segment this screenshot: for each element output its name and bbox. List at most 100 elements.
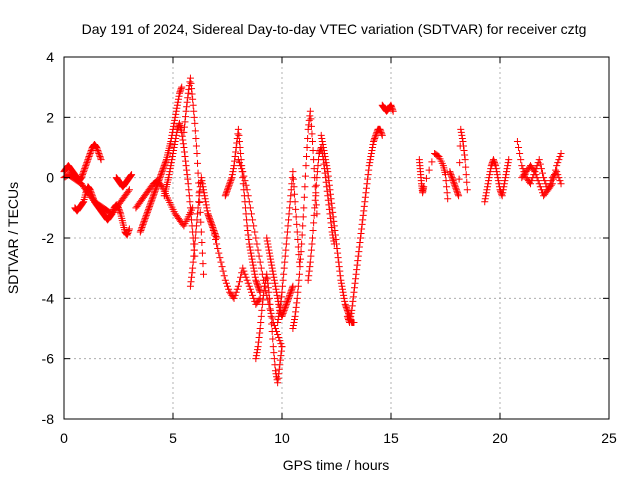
- data-point: [347, 309, 355, 317]
- data-point: [201, 195, 209, 203]
- data-point: [443, 189, 451, 197]
- data-point: [276, 306, 284, 314]
- data-point: [539, 169, 547, 177]
- data-point: [289, 325, 297, 332]
- data-point: [246, 204, 254, 212]
- data-point: [188, 273, 196, 281]
- data-point: [293, 299, 301, 307]
- data-point: [347, 312, 355, 320]
- data-point: [353, 261, 361, 269]
- y-tick-label: 2: [46, 109, 54, 125]
- data-point: [227, 177, 235, 185]
- data-point: [199, 183, 207, 191]
- data-point: [255, 285, 263, 293]
- data-point: [83, 157, 91, 165]
- data-point: [250, 264, 258, 272]
- data-point: [198, 239, 206, 247]
- data-point: [192, 228, 200, 236]
- data-point: [344, 308, 352, 316]
- data-point: [125, 226, 133, 234]
- data-point: [309, 147, 317, 155]
- data-point: [273, 376, 281, 384]
- data-point: [458, 131, 466, 139]
- data-point: [280, 264, 288, 272]
- data-point: [452, 186, 460, 194]
- data-point: [303, 153, 311, 161]
- data-point: [518, 162, 526, 170]
- data-point: [82, 160, 90, 168]
- data-point: [81, 165, 89, 173]
- data-point: [85, 184, 93, 192]
- data-point: [355, 243, 363, 251]
- data-point: [252, 276, 260, 284]
- data-point: [288, 284, 296, 292]
- data-point: [246, 243, 254, 251]
- data-point: [289, 175, 297, 183]
- data-point: [279, 282, 287, 290]
- data-point: [324, 172, 332, 180]
- data-point: [191, 240, 199, 248]
- data-point: [182, 157, 190, 165]
- data-point: [176, 88, 184, 96]
- data-point: [276, 337, 284, 345]
- data-point: [449, 177, 457, 185]
- data-point: [378, 131, 386, 139]
- data-point: [245, 282, 253, 290]
- data-point: [265, 294, 273, 302]
- data-point: [263, 270, 271, 278]
- data-point: [296, 263, 304, 271]
- data-point: [363, 180, 371, 188]
- data-point: [89, 193, 97, 201]
- data-point: [263, 234, 271, 242]
- data-point: [200, 189, 208, 197]
- data-point: [287, 287, 295, 295]
- data-point: [259, 296, 267, 304]
- data-point: [180, 123, 188, 131]
- data-point: [309, 137, 317, 145]
- data-point: [80, 166, 88, 174]
- data-point: [290, 318, 298, 326]
- data-point: [225, 285, 233, 293]
- data-point: [124, 228, 132, 236]
- data-point: [295, 258, 303, 266]
- data-point: [306, 107, 314, 115]
- data-point: [328, 204, 336, 212]
- data-point: [358, 220, 366, 228]
- data-point: [350, 284, 358, 292]
- data-point: [186, 282, 194, 290]
- data-point: [249, 261, 257, 269]
- data-point: [346, 315, 354, 323]
- data-point: [185, 186, 193, 194]
- data-point: [190, 107, 198, 115]
- data-point: [504, 159, 512, 167]
- data-point: [148, 195, 156, 203]
- data-point: [229, 168, 237, 176]
- data-point: [329, 213, 337, 221]
- series-track-w: [481, 156, 513, 206]
- data-point: [78, 172, 86, 180]
- data-point: [181, 118, 189, 126]
- data-point: [527, 180, 535, 188]
- data-point: [167, 162, 175, 170]
- data-point: [167, 159, 175, 167]
- data-point: [295, 276, 303, 284]
- data-point: [160, 163, 168, 171]
- data-point: [340, 294, 348, 302]
- data-point: [537, 165, 545, 173]
- data-point: [141, 216, 149, 224]
- data-point: [320, 147, 328, 155]
- data-point: [245, 240, 253, 248]
- data-point: [237, 150, 245, 158]
- data-point: [194, 210, 202, 218]
- data-point: [253, 349, 261, 357]
- data-point: [85, 153, 93, 161]
- data-point: [461, 156, 469, 164]
- data-point: [165, 171, 173, 179]
- data-point: [142, 213, 150, 221]
- data-point: [126, 172, 134, 180]
- data-point: [267, 306, 275, 314]
- data-point: [370, 136, 378, 144]
- y-tick-label: -4: [42, 290, 55, 306]
- data-point: [277, 297, 285, 305]
- data-point: [137, 226, 145, 234]
